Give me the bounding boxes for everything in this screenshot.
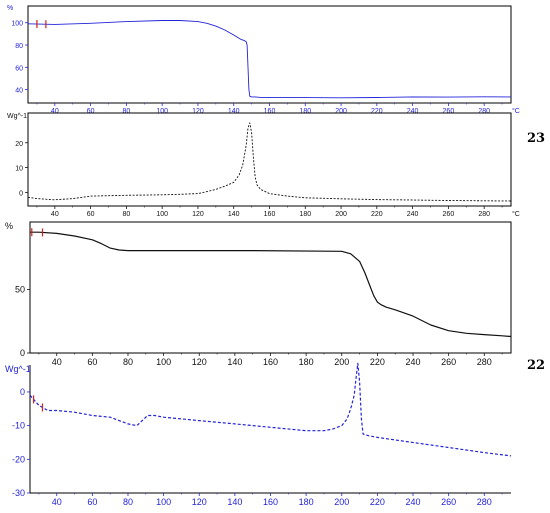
y-unit-label: % — [5, 221, 13, 231]
x-tick-label: 140 — [227, 357, 242, 367]
y-tick-label: -10 — [12, 421, 25, 431]
tga-chart-22: 40 60 80 100 120 140 160 180 200 220 240 260 280 0 50% — [5, 221, 512, 367]
y-unit-label: % — [7, 5, 13, 12]
x-tick-label: 200 — [335, 211, 347, 218]
x-tick-label: 120 — [192, 108, 204, 115]
x-tick-label: 160 — [263, 357, 278, 367]
x-tick-label: 40 — [52, 357, 62, 367]
x-tick-label: 240 — [407, 211, 419, 218]
x-tick-label: 220 — [371, 211, 383, 218]
y-tick-label: 0 — [19, 190, 23, 197]
x-tick-label: 200 — [334, 357, 349, 367]
x-unit-label: °C — [512, 210, 520, 218]
x-tick-label: 120 — [192, 497, 207, 507]
x-tick-label: 180 — [299, 357, 314, 367]
x-tick-label: 100 — [156, 211, 168, 218]
x-tick-label: 60 — [87, 497, 97, 507]
x-tick-label: 60 — [87, 211, 95, 218]
y-unit-label: Wg^-1 — [7, 113, 27, 120]
y-unit-label: Wg^-1 — [5, 364, 31, 374]
x-tick-label: 180 — [299, 211, 311, 218]
x-tick-label: 160 — [263, 497, 278, 507]
x-tick-label: 80 — [123, 357, 133, 367]
x-tick-label: 40 — [51, 108, 59, 115]
x-tick-label: 260 — [443, 108, 455, 115]
x-tick-label: 220 — [371, 108, 383, 115]
x-tick-label: 80 — [122, 108, 130, 115]
x-tick-label: 40 — [51, 211, 59, 218]
x-tick-label: 100 — [156, 357, 171, 367]
sample-label-23: 23 — [527, 131, 545, 146]
x-tick-label: 80 — [122, 211, 130, 218]
x-tick-label: 100 — [156, 108, 168, 115]
x-tick-label: 80 — [123, 497, 133, 507]
x-tick-label: 60 — [87, 108, 95, 115]
x-tick-label: 120 — [192, 357, 207, 367]
x-tick-label: 200 — [334, 497, 349, 507]
x-tick-label: 140 — [228, 211, 240, 218]
x-tick-label: 60 — [87, 357, 97, 367]
y-tick-label: 0 — [20, 387, 25, 397]
x-tick-label: 280 — [477, 357, 492, 367]
y-tick-label: 20 — [15, 141, 23, 148]
plot-frame — [29, 221, 512, 354]
series-line-tga22 — [30, 231, 512, 338]
y-tick-label: 100 — [11, 21, 23, 28]
dsc-chart-23: 40 60 80 100 120 140 160 180 200 220 240 260 280 0 10 2… — [7, 112, 520, 218]
x-tick-label: 120 — [192, 211, 204, 218]
plot-frame — [27, 112, 512, 207]
series-line-dsc23 — [27, 122, 512, 202]
x-tick-label: 240 — [406, 497, 421, 507]
x-tick-label: 280 — [478, 108, 490, 115]
x-tick-label: 260 — [441, 497, 456, 507]
y-tick-label: 50 — [15, 284, 25, 294]
series-line-dsc22 — [29, 362, 512, 457]
x-tick-label: 220 — [370, 357, 385, 367]
y-tick-label: 40 — [15, 88, 23, 95]
x-tick-label: 220 — [370, 497, 385, 507]
y-tick-label: 80 — [15, 43, 23, 50]
x-tick-label: 140 — [227, 497, 242, 507]
x-tick-label: 40 — [52, 497, 62, 507]
x-tick-label: 180 — [299, 108, 311, 115]
y-tick-label: 10 — [15, 166, 23, 173]
y-tick-label: -30 — [12, 488, 25, 498]
x-tick-label: 100 — [156, 497, 171, 507]
x-tick-label: 200 — [335, 108, 347, 115]
series-line-tga23 — [27, 20, 512, 99]
x-tick-label: 260 — [443, 211, 455, 218]
y-tick-label: -20 — [12, 454, 25, 464]
x-tick-label: 160 — [264, 211, 276, 218]
x-tick-label: 160 — [264, 108, 276, 115]
plot-frame — [27, 5, 512, 104]
y-tick-label: 0 — [20, 348, 25, 358]
x-tick-label: 240 — [406, 357, 421, 367]
x-unit-label: °C — [512, 107, 520, 115]
dsc-chart-22: 40 60 80 100 120 140 160 180 200 220 240 260 280 0 -10… — [5, 362, 512, 507]
x-tick-label: 280 — [477, 497, 492, 507]
y-tick-label: 60 — [15, 65, 23, 72]
sample-label-22: 22 — [527, 358, 545, 373]
x-tick-label: 240 — [407, 108, 419, 115]
x-tick-label: 260 — [441, 357, 456, 367]
x-tick-label: 180 — [299, 497, 314, 507]
tga-chart-23: 40 60 80 100 120 140 160 180 200 220 240 260 280 40 60… — [7, 5, 520, 115]
x-tick-label: 280 — [478, 211, 490, 218]
x-tick-label: 140 — [228, 108, 240, 115]
